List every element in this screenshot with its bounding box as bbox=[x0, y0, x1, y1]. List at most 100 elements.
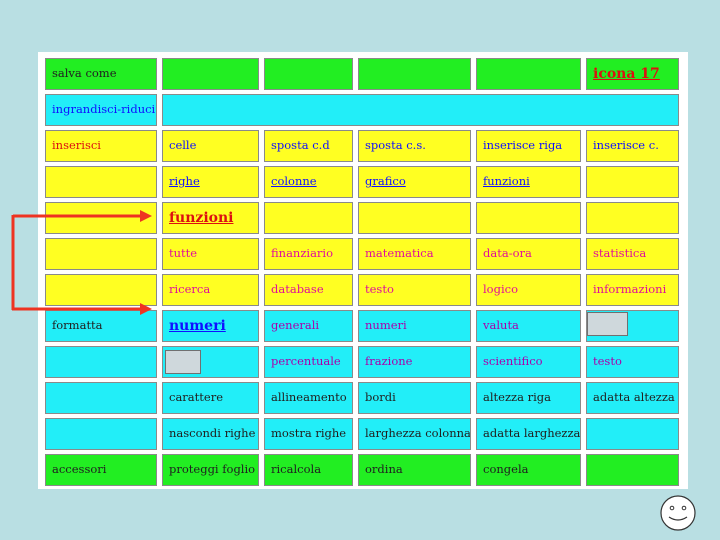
cell-empty bbox=[45, 418, 157, 450]
label-statistica: statistica bbox=[593, 246, 647, 261]
cell-percentuale[interactable]: percentuale bbox=[264, 346, 353, 378]
label-carattere: carattere bbox=[169, 390, 224, 405]
cell-grafico[interactable]: grafico bbox=[358, 166, 471, 198]
cell-mostra-righe[interactable]: mostra righe bbox=[264, 418, 353, 450]
label-formatta: formatta bbox=[52, 318, 103, 333]
cell-empty-span bbox=[162, 94, 679, 126]
label-funzioni: funzioni bbox=[169, 210, 234, 226]
cell-numeri[interactable]: numeri bbox=[358, 310, 471, 342]
label-ricerca: ricerca bbox=[169, 282, 211, 297]
label-matematica: matematica bbox=[365, 246, 434, 261]
cell-informazioni[interactable]: informazioni bbox=[586, 274, 679, 306]
cell-empty bbox=[586, 202, 679, 234]
label-ingrandisci: ingrandisci-riduci bbox=[52, 102, 156, 117]
cell-matematica[interactable]: matematica bbox=[358, 238, 471, 270]
cell-celle[interactable]: celle bbox=[162, 130, 259, 162]
label-inserisce-c: inserisce c. bbox=[593, 138, 659, 153]
cell-testo[interactable]: testo bbox=[358, 274, 471, 306]
cell-formatta[interactable]: formatta bbox=[45, 310, 157, 342]
cell-numeri-heading[interactable]: numeri bbox=[162, 310, 259, 342]
cell-sposta-cs[interactable]: sposta c.s. bbox=[358, 130, 471, 162]
cell-empty bbox=[586, 166, 679, 198]
cell-ricalcola[interactable]: ricalcola bbox=[264, 454, 353, 486]
cell-empty bbox=[586, 418, 679, 450]
menu-table: salva come icona 17 ingrandisci-riduci i… bbox=[38, 52, 688, 489]
label-colonne: colonne bbox=[271, 174, 317, 189]
cell-statistica[interactable]: statistica bbox=[586, 238, 679, 270]
cell-empty bbox=[358, 202, 471, 234]
cell-ingrandisci[interactable]: ingrandisci-riduci bbox=[45, 94, 157, 126]
cell-logico[interactable]: logico bbox=[476, 274, 581, 306]
cell-database[interactable]: database bbox=[264, 274, 353, 306]
cell-frazione[interactable]: frazione bbox=[358, 346, 471, 378]
cell-adatta-altezza[interactable]: adatta altezza bbox=[586, 382, 679, 414]
cell-funzioni[interactable]: funzioni bbox=[162, 202, 259, 234]
cell-larghezza-colonna[interactable]: larghezza colonna bbox=[358, 418, 471, 450]
label-tutte: tutte bbox=[169, 246, 198, 261]
cell-scientifico[interactable]: scientifico bbox=[476, 346, 581, 378]
cell-finanziario[interactable]: finanziario bbox=[264, 238, 353, 270]
cell-proteggi-foglio[interactable]: proteggi foglio bbox=[162, 454, 259, 486]
cell-inserisci[interactable]: inserisci bbox=[45, 130, 157, 162]
label-adatta-altezza: adatta altezza bbox=[593, 390, 675, 405]
label-scientifico: scientifico bbox=[483, 354, 543, 369]
label-database: database bbox=[271, 282, 324, 297]
label-finanziario: finanziario bbox=[271, 246, 334, 261]
cell-data-ora[interactable]: data-ora bbox=[476, 238, 581, 270]
cell-empty bbox=[45, 346, 157, 378]
label-accessori: accessori bbox=[52, 462, 107, 477]
cell-icona[interactable]: icona 17 bbox=[586, 58, 679, 90]
label-numeri-heading: numeri bbox=[169, 318, 226, 334]
label-salva-come: salva come bbox=[52, 66, 117, 81]
label-percentuale: percentuale bbox=[271, 354, 341, 369]
cell-valuta[interactable]: valuta bbox=[476, 310, 581, 342]
cell-congela[interactable]: congela bbox=[476, 454, 581, 486]
label-proteggi-foglio: proteggi foglio bbox=[169, 462, 256, 477]
label-inserisci: inserisci bbox=[52, 138, 101, 153]
cell-righe[interactable]: righe bbox=[162, 166, 259, 198]
label-allineamento: allineamento bbox=[271, 390, 347, 405]
label-altezza-riga: altezza riga bbox=[483, 390, 551, 405]
label-inserisce-riga: inserisce riga bbox=[483, 138, 563, 153]
smiley-icon[interactable] bbox=[658, 493, 698, 533]
label-funzioni-link: funzioni bbox=[483, 174, 530, 189]
cell-testo-numeri[interactable]: testo bbox=[586, 346, 679, 378]
label-grafico: grafico bbox=[365, 174, 406, 189]
cell-empty bbox=[476, 58, 581, 90]
placeholder-icon bbox=[165, 350, 201, 374]
label-icona: icona 17 bbox=[593, 66, 660, 82]
cell-ricerca[interactable]: ricerca bbox=[162, 274, 259, 306]
cell-salva-come[interactable]: salva come bbox=[45, 58, 157, 90]
cell-allineamento[interactable]: allineamento bbox=[264, 382, 353, 414]
label-data-ora: data-ora bbox=[483, 246, 532, 261]
label-testo: testo bbox=[365, 282, 394, 297]
label-testo-numeri: testo bbox=[593, 354, 622, 369]
cell-generali[interactable]: generali bbox=[264, 310, 353, 342]
cell-colonne[interactable]: colonne bbox=[264, 166, 353, 198]
cell-altezza-riga[interactable]: altezza riga bbox=[476, 382, 581, 414]
label-sposta-cd: sposta c.d bbox=[271, 138, 330, 153]
cell-inserisce-c[interactable]: inserisce c. bbox=[586, 130, 679, 162]
cell-empty bbox=[45, 274, 157, 306]
cell-tutte[interactable]: tutte bbox=[162, 238, 259, 270]
label-valuta: valuta bbox=[483, 318, 519, 333]
label-nascondi-righe: nascondi righe bbox=[169, 426, 256, 441]
label-congela: congela bbox=[483, 462, 529, 477]
label-larghezza-colonna: larghezza colonna bbox=[365, 426, 471, 441]
cell-bordi[interactable]: bordi bbox=[358, 382, 471, 414]
cell-carattere[interactable]: carattere bbox=[162, 382, 259, 414]
label-generali: generali bbox=[271, 318, 320, 333]
cell-funzioni-link[interactable]: funzioni bbox=[476, 166, 581, 198]
cell-empty bbox=[45, 166, 157, 198]
cell-accessori[interactable]: accessori bbox=[45, 454, 157, 486]
cell-sposta-cd[interactable]: sposta c.d bbox=[264, 130, 353, 162]
label-bordi: bordi bbox=[365, 390, 396, 405]
cell-adatta-larghezza[interactable]: adatta larghezza bbox=[476, 418, 581, 450]
cell-empty bbox=[45, 382, 157, 414]
cell-inserisce-riga[interactable]: inserisce riga bbox=[476, 130, 581, 162]
label-mostra-righe: mostra righe bbox=[271, 426, 347, 441]
label-numeri: numeri bbox=[365, 318, 407, 333]
cell-nascondi-righe[interactable]: nascondi righe bbox=[162, 418, 259, 450]
cell-ordina[interactable]: ordina bbox=[358, 454, 471, 486]
cell-empty bbox=[45, 238, 157, 270]
